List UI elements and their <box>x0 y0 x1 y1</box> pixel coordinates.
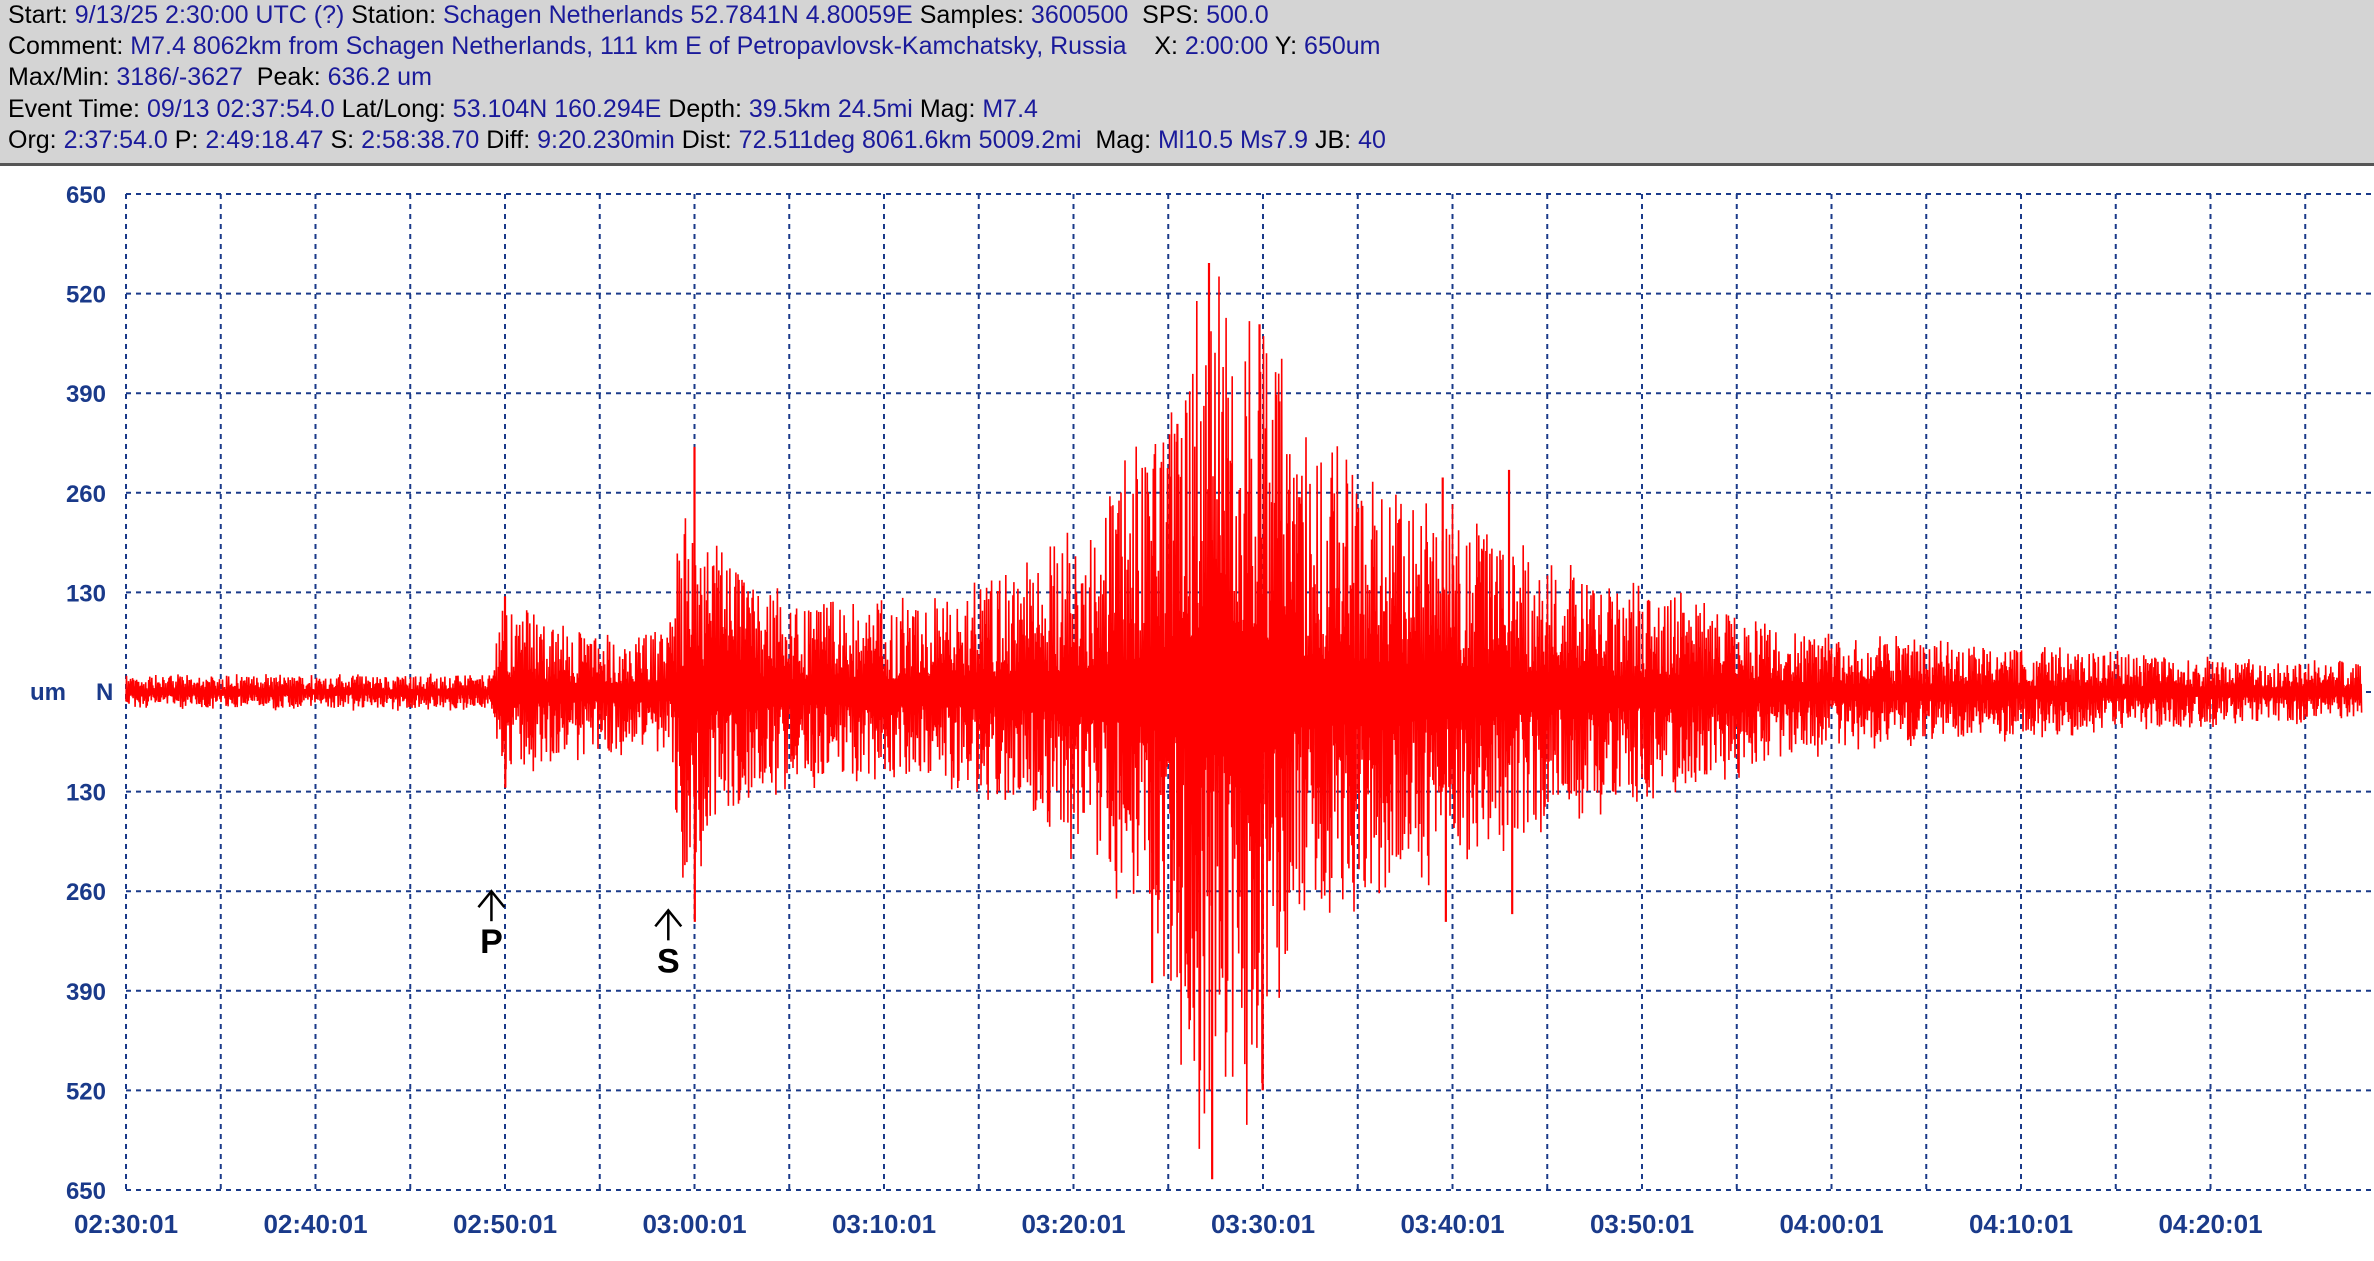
station-label: Station: <box>351 1 437 29</box>
peak-label: Peak: <box>256 63 321 91</box>
y-axis-label: um <box>30 679 66 706</box>
org-label: Org: <box>8 126 57 154</box>
y-scale-value: 650um <box>1304 32 1381 60</box>
x-tick-label: 02:30:01 <box>74 1209 178 1239</box>
jb-label: JB: <box>1315 126 1352 154</box>
phase-pick-s: S <box>654 908 683 980</box>
maxmin-label: Max/Min: <box>8 63 110 91</box>
maxmin-value: 3186/-3627 <box>116 63 243 91</box>
dist-label: Dist: <box>681 126 732 154</box>
diff-label: Diff: <box>486 126 531 154</box>
comment-label: Comment: <box>8 32 124 60</box>
header-line-maxmin: Max/Min: 3186/-3627 Peak: 636.2 um <box>8 62 432 92</box>
start-value: 9/13/25 2:30:00 UTC (?) <box>74 1 345 29</box>
pick-arrow-head <box>477 889 506 908</box>
diff-value: 9:20.230min <box>537 126 675 154</box>
station-value: Schagen Netherlands 52.7841N 4.80059E <box>442 1 913 29</box>
seismic-trace <box>125 262 2363 1180</box>
y-tick-label: 390 <box>66 979 106 1006</box>
p-time-label: P: <box>174 126 199 154</box>
y-tick-label: 650 <box>66 1178 106 1205</box>
depth-label: Depth: <box>668 95 742 123</box>
latlong-value: 53.104N 160.294E <box>452 95 662 123</box>
dist-value: 72.511deg 8061.6km 5009.2mi <box>738 126 1082 154</box>
y-tick-label: 260 <box>66 879 106 906</box>
s-time-label: S: <box>330 126 355 154</box>
jb-value: 40 <box>1358 126 1386 154</box>
pick-arrow-head <box>654 908 683 928</box>
x-tick-label: 03:50:01 <box>1590 1209 1694 1239</box>
y-tick-label: 390 <box>66 381 106 408</box>
seismogram-plot: 650 520 390 260 130 130 260 390 520 650 02:30:01 0… <box>0 170 2374 1256</box>
peak-value: 636.2 um <box>327 63 432 91</box>
start-label: Start: <box>8 1 68 29</box>
pick-label: S <box>657 942 680 980</box>
channel-label: N <box>96 679 113 706</box>
sps-value: 500.0 <box>1206 1 1269 29</box>
org-value: 2:37:54.0 <box>63 126 168 154</box>
s-time-value: 2:58:38.70 <box>361 126 480 154</box>
x-tick-label: 02:40:01 <box>263 1209 367 1239</box>
event-time-value: 09/13 02:37:54.0 <box>146 95 335 123</box>
x-tick-label: 03:20:01 <box>1021 1209 1125 1239</box>
y-axis-ticks: 650 520 390 260 130 130 260 390 520 650 <box>66 182 106 1205</box>
x-axis-ticks: 02:30:01 02:40:01 02:50:01 03:00:01 03:10:01… <box>74 1209 2263 1239</box>
p-time-value: 2:49:18.47 <box>205 126 324 154</box>
phase-pick-p: P <box>477 889 506 961</box>
x-tick-label: 02:50:01 <box>453 1209 557 1239</box>
phase-picks: PS <box>477 889 683 980</box>
latlong-label: Lat/Long: <box>341 95 446 123</box>
y-scale-label: Y: <box>1274 32 1298 60</box>
x-scale-label: X: <box>1154 32 1178 60</box>
x-tick-label: 03:30:01 <box>1211 1209 1315 1239</box>
header-line-comment: Comment: M7.4 8062km from Schagen Nether… <box>8 31 1381 61</box>
y-tick-label: 260 <box>66 481 106 508</box>
mag-value: Ml10.5 Ms7.9 <box>1157 126 1309 154</box>
x-tick-label: 04:20:01 <box>2158 1209 2262 1239</box>
samples-value: 3600500 <box>1030 1 1129 29</box>
comment-value: M7.4 8062km from Schagen Netherlands, 11… <box>130 32 1127 60</box>
pick-label: P <box>480 923 503 961</box>
trace-line <box>125 276 2363 1149</box>
y-tick-label: 520 <box>66 282 106 309</box>
x-tick-label: 03:00:01 <box>642 1209 746 1239</box>
mag-label: Mag: <box>1095 126 1152 154</box>
x-tick-label: 04:00:01 <box>1779 1209 1883 1239</box>
x-scale-value: 2:00:00 <box>1184 32 1269 60</box>
y-tick-label: 520 <box>66 1078 106 1105</box>
x-tick-label: 04:10:01 <box>1969 1209 2073 1239</box>
x-tick-label: 03:10:01 <box>832 1209 936 1239</box>
samples-label: Samples: <box>919 1 1024 29</box>
x-tick-label: 03:40:01 <box>1400 1209 1504 1239</box>
header-line-start: Start: 9/13/25 2:30:00 UTC (?) Station: … <box>8 0 1269 30</box>
y-tick-label: 650 <box>66 182 106 209</box>
header-line-origin: Org: 2:37:54.0 P: 2:49:18.47 S: 2:58:38.… <box>8 125 1386 155</box>
event-mag-label: Mag: <box>919 95 976 123</box>
event-mag-value: M7.4 <box>982 95 1038 123</box>
depth-value: 39.5km 24.5mi <box>748 95 913 123</box>
y-tick-label: 130 <box>66 780 106 807</box>
y-tick-label: 130 <box>66 580 106 607</box>
sps-label: SPS: <box>1142 1 1200 29</box>
info-header: Start: 9/13/25 2:30:00 UTC (?) Station: … <box>0 0 2374 166</box>
header-line-event: Event Time: 09/13 02:37:54.0 Lat/Long: 5… <box>8 94 1038 124</box>
event-time-label: Event Time: <box>8 95 140 123</box>
